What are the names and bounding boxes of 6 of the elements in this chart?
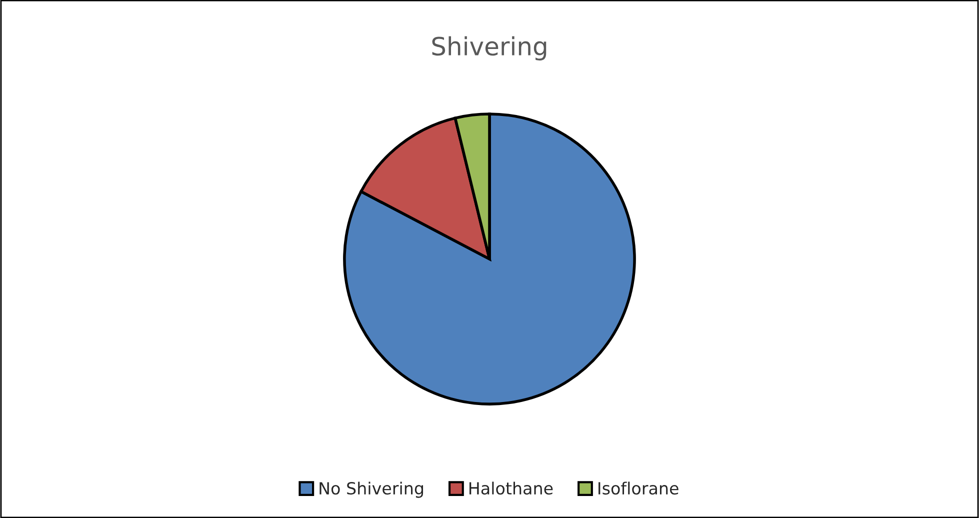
legend-label: No Shivering (320, 482, 424, 498)
pie-slice (343, 112, 636, 406)
chart-title: Shivering (432, 36, 546, 60)
pie-slice (360, 116, 491, 260)
legend-label: Isoflorane (598, 482, 678, 495)
legend-label: Halothane (470, 482, 553, 495)
